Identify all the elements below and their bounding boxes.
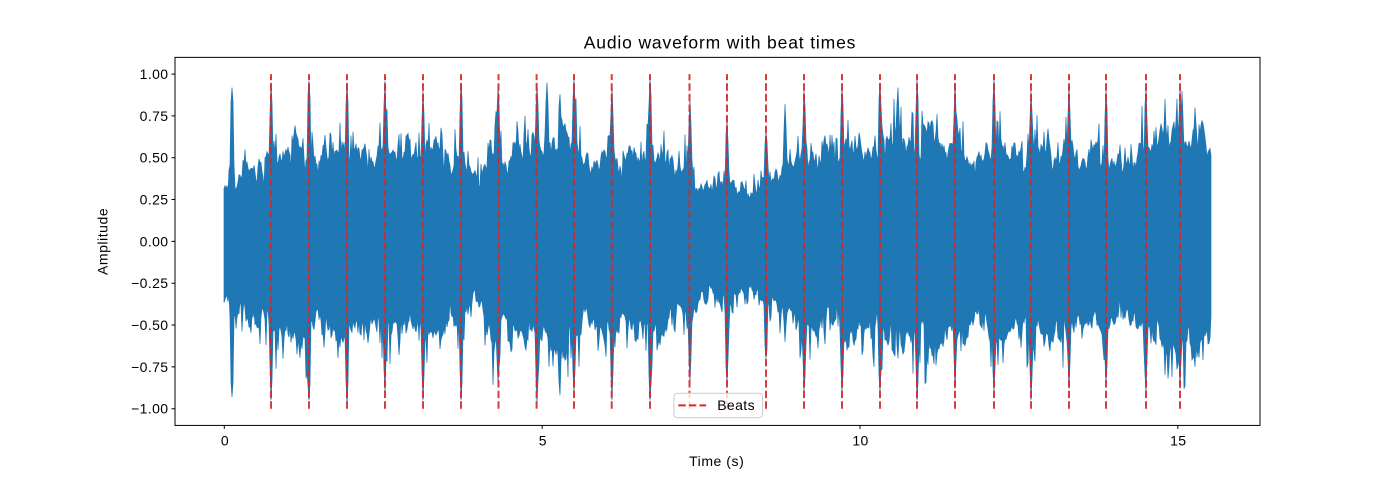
svg-text:Amplitude: Amplitude (95, 208, 111, 275)
svg-text:0.00: 0.00 (140, 233, 169, 249)
svg-text:−1.00: −1.00 (131, 401, 168, 417)
svg-text:Audio waveform with beat times: Audio waveform with beat times (584, 33, 857, 53)
svg-text:−0.25: −0.25 (131, 275, 168, 291)
svg-text:0: 0 (221, 433, 229, 449)
svg-text:−0.75: −0.75 (131, 359, 168, 375)
svg-text:1.00: 1.00 (140, 66, 169, 82)
svg-text:0.75: 0.75 (140, 108, 169, 124)
svg-text:15: 15 (1170, 433, 1186, 449)
svg-text:−0.50: −0.50 (131, 317, 168, 333)
svg-text:0.50: 0.50 (140, 150, 169, 166)
svg-text:Beats: Beats (717, 397, 755, 413)
svg-text:Time (s): Time (s) (689, 453, 744, 469)
svg-text:10: 10 (852, 433, 868, 449)
svg-text:5: 5 (539, 433, 547, 449)
svg-text:0.25: 0.25 (140, 192, 169, 208)
